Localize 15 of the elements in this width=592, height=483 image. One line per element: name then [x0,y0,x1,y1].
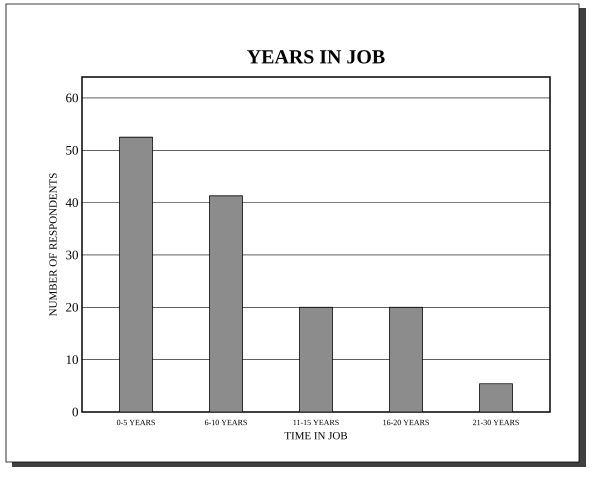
y-tick-label: 40 [66,198,78,207]
bar [479,383,513,412]
y-tick-label: 60 [66,94,78,102]
y-tick-label: 0 [72,408,78,416]
y-axis-title: NUMBER OF RESPONDENTS [49,173,57,316]
chart-title: YEARS IN JOB [247,50,385,64]
y-tick-label: 20 [66,302,78,312]
y-tick-label: 50 [66,146,78,155]
bar [119,136,153,412]
y-tick-label: 30 [66,250,78,260]
bar [389,306,423,412]
x-axis-title: TIME IN JOB [284,432,348,440]
bar [209,195,243,412]
bar [299,306,333,412]
y-tick-label: 10 [66,355,78,364]
